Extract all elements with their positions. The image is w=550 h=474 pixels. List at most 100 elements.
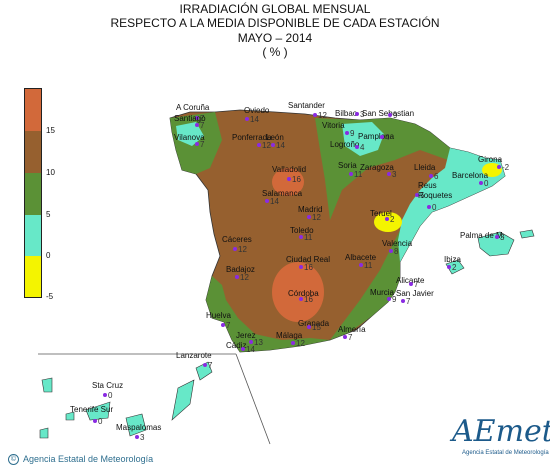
station-name: Lanzarote [176,351,212,360]
station-marker [299,297,303,301]
station-name: Vitoria [322,121,345,130]
station-marker [429,174,433,178]
station-name: Santander [288,101,325,110]
station-marker [401,299,405,303]
map-title-line2: RESPECTO A LA MEDIA DISPONIBLE DE CADA E… [110,16,440,30]
station-marker [359,263,363,267]
station-marker [349,172,353,176]
station-marker [355,112,359,116]
station-marker [235,275,239,279]
station-marker [287,177,291,181]
station-name: San Javier [396,289,434,298]
station-marker [479,181,483,185]
station-value: 12 [240,273,249,282]
legend-band-5 [25,256,41,297]
station-value: 15 [312,323,321,332]
station-name: Badajoz [226,265,255,274]
station-marker [447,265,451,269]
ibiza-island [445,259,465,275]
station-value: 2 [452,263,457,272]
station-value: 11 [364,261,373,270]
station-name: Maspalomas [116,423,161,432]
cyan-zone-galicia [176,122,204,146]
station-name: Lleida [414,163,436,172]
station-marker [195,116,199,120]
station-marker [299,235,303,239]
station-name: Jerez [236,331,256,340]
stations-layer: A Coruña7Santiago7Vilanova7Oviedo14Ponfe… [70,101,510,442]
station-marker [103,393,107,397]
cyan-zone-east [398,148,505,262]
station-value: 7 [348,333,353,342]
station-marker [387,172,391,176]
station-name: Bilbao [335,109,358,118]
station-marker [415,193,419,197]
fuerteventura-island [171,379,195,421]
station-name: Córdoba [288,289,319,298]
station-name: Ibiza [444,255,461,264]
orange-zone-valladolid [272,168,304,196]
legend-band-1 [25,89,41,131]
station-value: 6 [434,172,439,181]
station-name: San Sebastian [362,109,414,118]
station-marker [313,113,317,117]
station-name: Sta Cruz [92,381,123,390]
station-value: 12 [312,213,321,222]
mallorca-island [477,231,515,257]
legend-tick: 15 [46,126,55,135]
map-title-line4: ( % ) [262,45,288,59]
station-value: 3 [392,170,397,179]
station-value: 16 [304,263,313,272]
station-marker [135,435,139,439]
station-value: 7 [200,114,205,123]
station-value: 12 [262,141,271,150]
station-value: -2 [502,163,510,172]
orange-zone-cordoba [272,262,324,322]
station-value: 4 [385,133,390,142]
station-name: Cáceres [222,235,252,244]
station-name: Ciudad Real [286,255,330,264]
station-marker [195,142,199,146]
station-marker [221,323,225,327]
station-value: 7 [200,140,205,149]
map-title-line1: IRRADIACIÓN GLOBAL MENSUAL [179,2,371,16]
station-marker [355,145,359,149]
station-name: Tenerife Sur [70,405,113,414]
station-value: 7 [414,280,419,289]
footer-text: Agencia Estatal de Meteorología [23,454,154,464]
gran-canaria-island [125,413,147,437]
la-palma-island [41,377,53,393]
station-value: 14 [246,345,255,354]
footer-credit: © Agencia Estatal de Meteorología [8,454,154,466]
station-name: Valencia [382,239,413,248]
station-marker [307,325,311,329]
station-name: Salamanca [262,189,303,198]
station-value: 11 [354,170,363,179]
station-marker [343,335,347,339]
station-name: Madrid [298,205,322,214]
station-value: 7 [226,321,231,330]
menorca-island [519,229,535,239]
legend-band-4 [25,215,41,256]
station-marker [380,135,384,139]
station-marker [93,419,97,423]
station-marker [257,143,261,147]
station-name: Oviedo [244,106,270,115]
station-name: Pamplona [358,132,395,141]
legend-tick: -5 [46,292,54,301]
station-marker [271,143,275,147]
station-name: Barcelona [452,171,489,180]
station-value: 7 [406,297,411,306]
station-marker [195,123,199,127]
copyright-icon: © [8,454,19,466]
station-name: Girona [478,155,503,164]
station-value: 5 [420,191,425,200]
station-marker [233,247,237,251]
station-name: Logroño [330,140,360,149]
station-value: 3 [360,110,365,119]
station-name: Albacete [345,253,377,262]
station-value: 0 [98,417,103,426]
station-marker [345,131,349,135]
station-value: 12 [296,339,305,348]
